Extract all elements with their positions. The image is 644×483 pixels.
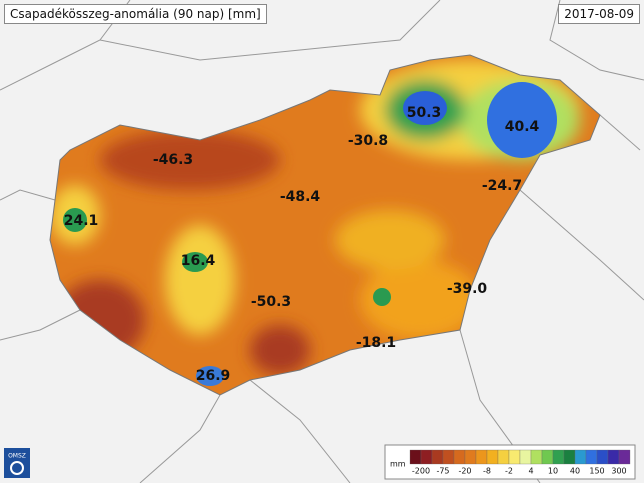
value-label: 26.9 [196, 368, 231, 384]
legend-tick-label: 300 [611, 467, 626, 476]
legend-tick-label: -200 [412, 467, 430, 476]
legend-swatch [453, 449, 466, 465]
legend-swatch [486, 449, 499, 465]
legend-swatch [552, 449, 565, 465]
value-label: 24.1 [64, 213, 99, 229]
legend-swatch [464, 449, 477, 465]
legend-swatch [442, 449, 455, 465]
value-label: 16.4 [181, 253, 216, 269]
legend-swatch [420, 449, 433, 465]
logo-icon [10, 461, 24, 475]
legend-swatch [519, 449, 532, 465]
legend-swatch [563, 449, 576, 465]
value-label: 40.4 [505, 119, 540, 135]
legend-tick-label: 4 [528, 467, 533, 476]
legend-tick-label: 40 [570, 467, 580, 476]
legend-swatch [574, 449, 587, 465]
legend-swatch [618, 449, 631, 465]
value-label: 50.3 [407, 105, 442, 121]
legend-swatch [530, 449, 543, 465]
value-label: -46.3 [153, 152, 193, 168]
value-label: -39.0 [447, 281, 488, 297]
legend-tick-label: 150 [589, 467, 604, 476]
legend-swatch [475, 449, 488, 465]
legend-tick-label: -8 [483, 467, 491, 476]
legend-swatch [497, 449, 510, 465]
value-label: -50.3 [251, 294, 291, 310]
legend-swatch [541, 449, 554, 465]
legend-tick-label: -75 [436, 467, 449, 476]
legend-swatch [596, 449, 609, 465]
legend-unit: mm [390, 460, 406, 469]
logo-text: OMSZ [8, 453, 26, 460]
date: 2017-08-09 [558, 4, 640, 24]
legend-tick-label: 10 [548, 467, 558, 476]
legend-swatch [508, 449, 521, 465]
legend-swatch [409, 449, 422, 465]
legend-swatch [431, 449, 444, 465]
title: Csapadékösszeg-anomália (90 nap) [mm] [4, 4, 267, 24]
legend-tick-label: -20 [458, 467, 471, 476]
value-label: -30.8 [348, 133, 388, 149]
legend-swatch [607, 449, 620, 465]
country-outline [49, 54, 601, 396]
legend-swatch [585, 449, 598, 465]
value-label: -24.7 [482, 178, 522, 194]
legend-tick-label: -2 [505, 467, 513, 476]
value-label: -48.4 [280, 189, 321, 205]
value-label: -18.1 [356, 335, 396, 351]
